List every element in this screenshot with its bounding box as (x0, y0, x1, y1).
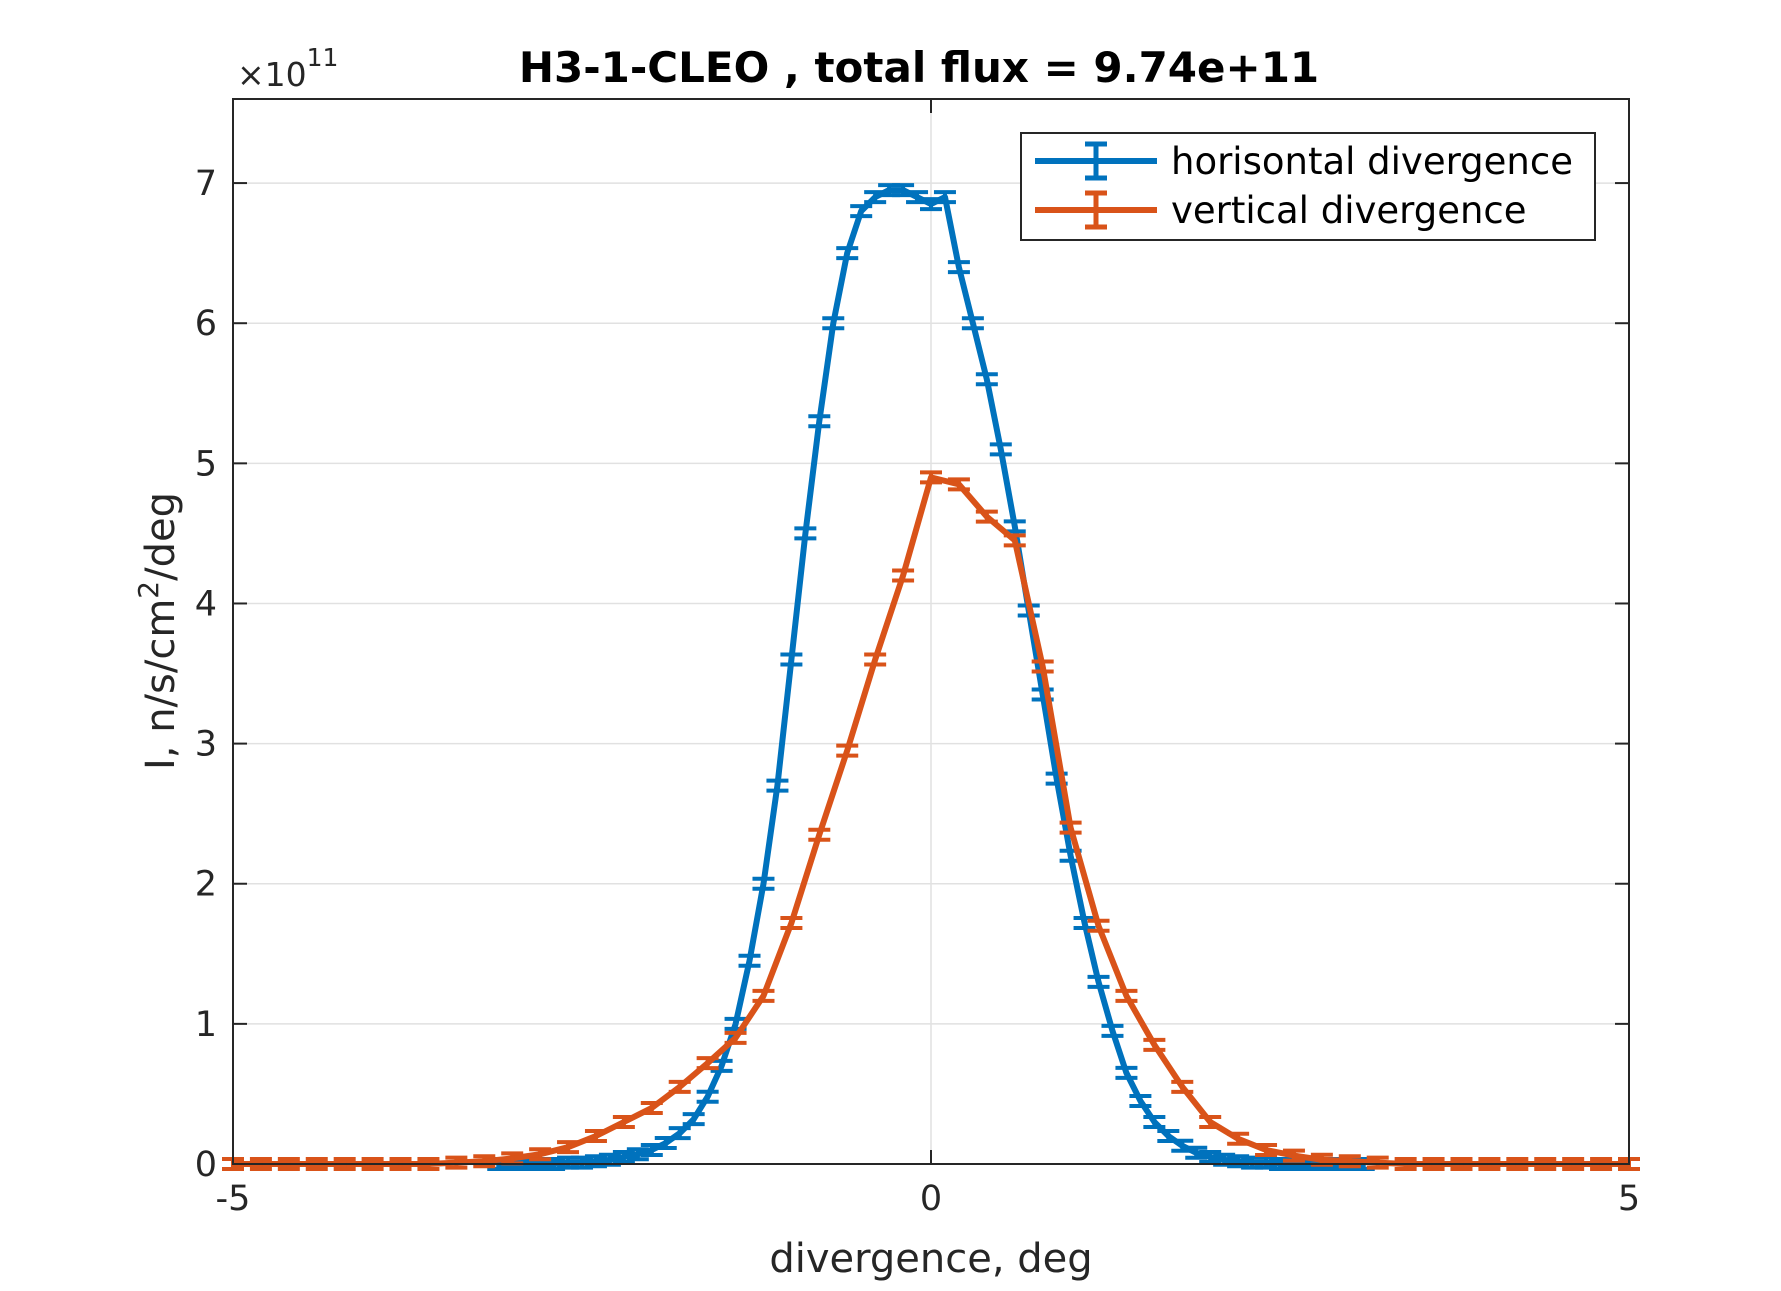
y-tick-label: 3 (195, 725, 217, 765)
y-tick-label: 7 (195, 164, 217, 204)
x-tick-label: -5 (216, 1179, 251, 1219)
y-axis-label: I, n/s/cm2/deg (132, 492, 184, 770)
y-axis-label-superscript: 2 (132, 581, 165, 599)
y-tick-label: 6 (195, 304, 217, 344)
x-tick-label: 5 (1618, 1179, 1640, 1219)
y-tick-label: 1 (195, 1005, 217, 1045)
x-tick-label: 0 (920, 1179, 942, 1219)
legend-label-vertical: vertical divergence (1171, 189, 1527, 232)
y-axis-label-suffix: /deg (138, 492, 184, 581)
y-axis-label-main: I, n/s/cm (138, 599, 184, 770)
y-tick-label: 5 (195, 444, 217, 484)
series-horisontal (487, 183, 1375, 1171)
legend-swatch-horisontal (1035, 141, 1157, 181)
y-tick-labels: 0 1 2 3 4 5 6 7 (195, 164, 217, 1185)
legend-swatch-vertical (1035, 190, 1157, 230)
x-tick-labels: -5 0 5 (216, 1179, 1641, 1219)
series-group (222, 183, 1640, 1171)
y-exponent-label: ×1011 (237, 43, 338, 94)
legend: horisontal divergence vertical divergenc… (1020, 132, 1596, 241)
legend-label-horisontal: horisontal divergence (1171, 140, 1573, 183)
y-tick-label: 4 (195, 584, 217, 624)
axes-box (232, 98, 1630, 1165)
x-axis-label: divergence, deg (769, 1236, 1092, 1282)
y-tick-label: 2 (195, 865, 217, 905)
y-exponent-power: 11 (307, 43, 339, 72)
legend-box (1020, 132, 1596, 241)
chart-title: H3-1-CLEO , total flux = 9.74e+11 (519, 43, 1319, 92)
y-exponent-prefix: ×10 (237, 55, 307, 94)
y-tick-label: 0 (195, 1145, 217, 1185)
